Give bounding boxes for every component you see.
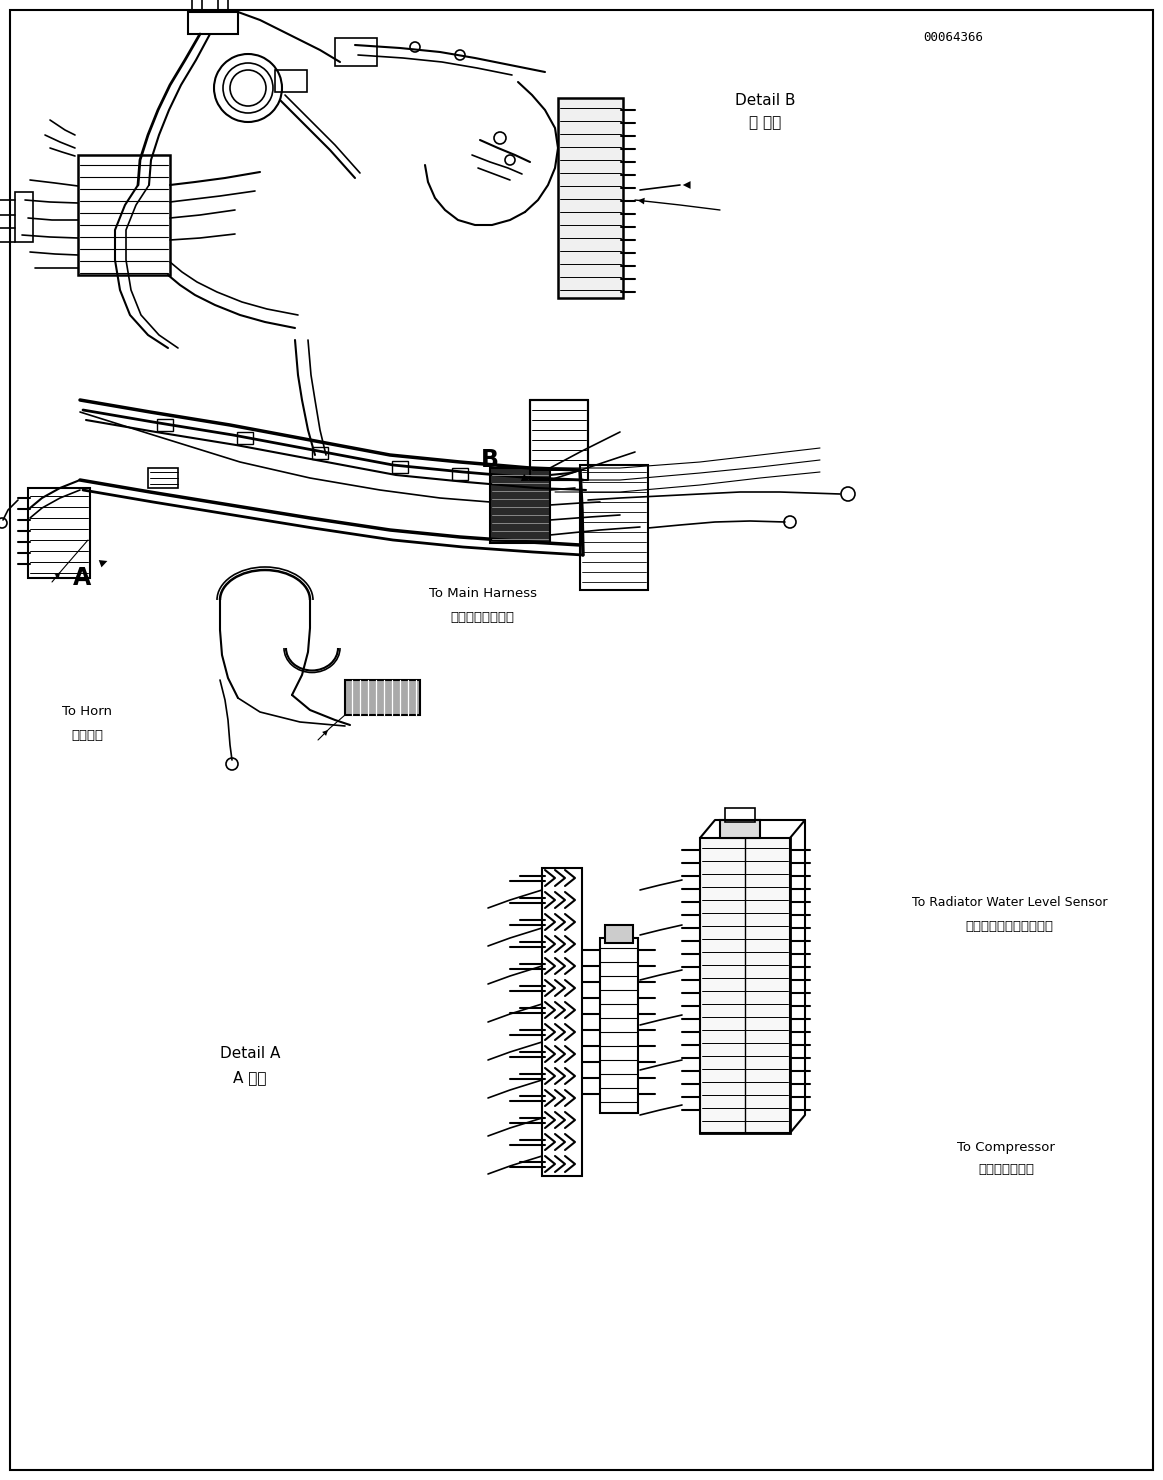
Bar: [335, 38, 377, 67]
Circle shape: [505, 155, 515, 164]
Bar: [148, 468, 178, 488]
Text: To Radiator Water Level Sensor: To Radiator Water Level Sensor: [912, 897, 1107, 909]
Bar: [490, 468, 550, 543]
Bar: [345, 679, 420, 715]
Bar: [530, 400, 588, 480]
Bar: [78, 155, 170, 275]
Bar: [700, 838, 790, 1134]
Text: To Compressor: To Compressor: [957, 1141, 1055, 1153]
Bar: [725, 808, 755, 821]
Bar: [542, 867, 582, 1177]
Bar: [312, 447, 328, 459]
Bar: [157, 419, 173, 431]
Circle shape: [230, 70, 266, 107]
Bar: [558, 98, 623, 297]
Text: A 詳細: A 詳細: [234, 1070, 266, 1085]
Bar: [28, 488, 90, 579]
Text: コンプレッサへ: コンプレッサへ: [978, 1163, 1034, 1175]
Circle shape: [0, 518, 7, 528]
Text: Detail B: Detail B: [735, 93, 795, 108]
Bar: [15, 192, 33, 243]
Text: B: B: [481, 448, 499, 472]
Circle shape: [411, 41, 420, 52]
Bar: [580, 465, 648, 591]
Bar: [237, 432, 254, 444]
Text: Detail A: Detail A: [220, 1046, 280, 1061]
Circle shape: [494, 132, 506, 144]
Bar: [392, 460, 408, 474]
Text: A: A: [73, 565, 91, 591]
Text: 00064366: 00064366: [923, 31, 984, 43]
Text: To Horn: To Horn: [63, 706, 112, 718]
Circle shape: [784, 517, 795, 528]
Circle shape: [841, 487, 855, 502]
Circle shape: [226, 758, 238, 770]
Circle shape: [455, 50, 465, 61]
Bar: [274, 70, 307, 92]
Bar: [720, 820, 759, 838]
Bar: [452, 468, 468, 480]
Bar: [700, 838, 790, 1134]
Bar: [605, 925, 633, 943]
Text: メインハーネスへ: メインハーネスへ: [450, 611, 515, 623]
Bar: [188, 12, 238, 34]
Text: 日 詳細: 日 詳細: [749, 115, 782, 130]
Text: ラジェータ水位センサへ: ラジェータ水位センサへ: [965, 921, 1054, 932]
Bar: [600, 938, 638, 1113]
Text: To Main Harness: To Main Harness: [429, 588, 536, 599]
Text: ホーンへ: ホーンへ: [71, 730, 104, 741]
